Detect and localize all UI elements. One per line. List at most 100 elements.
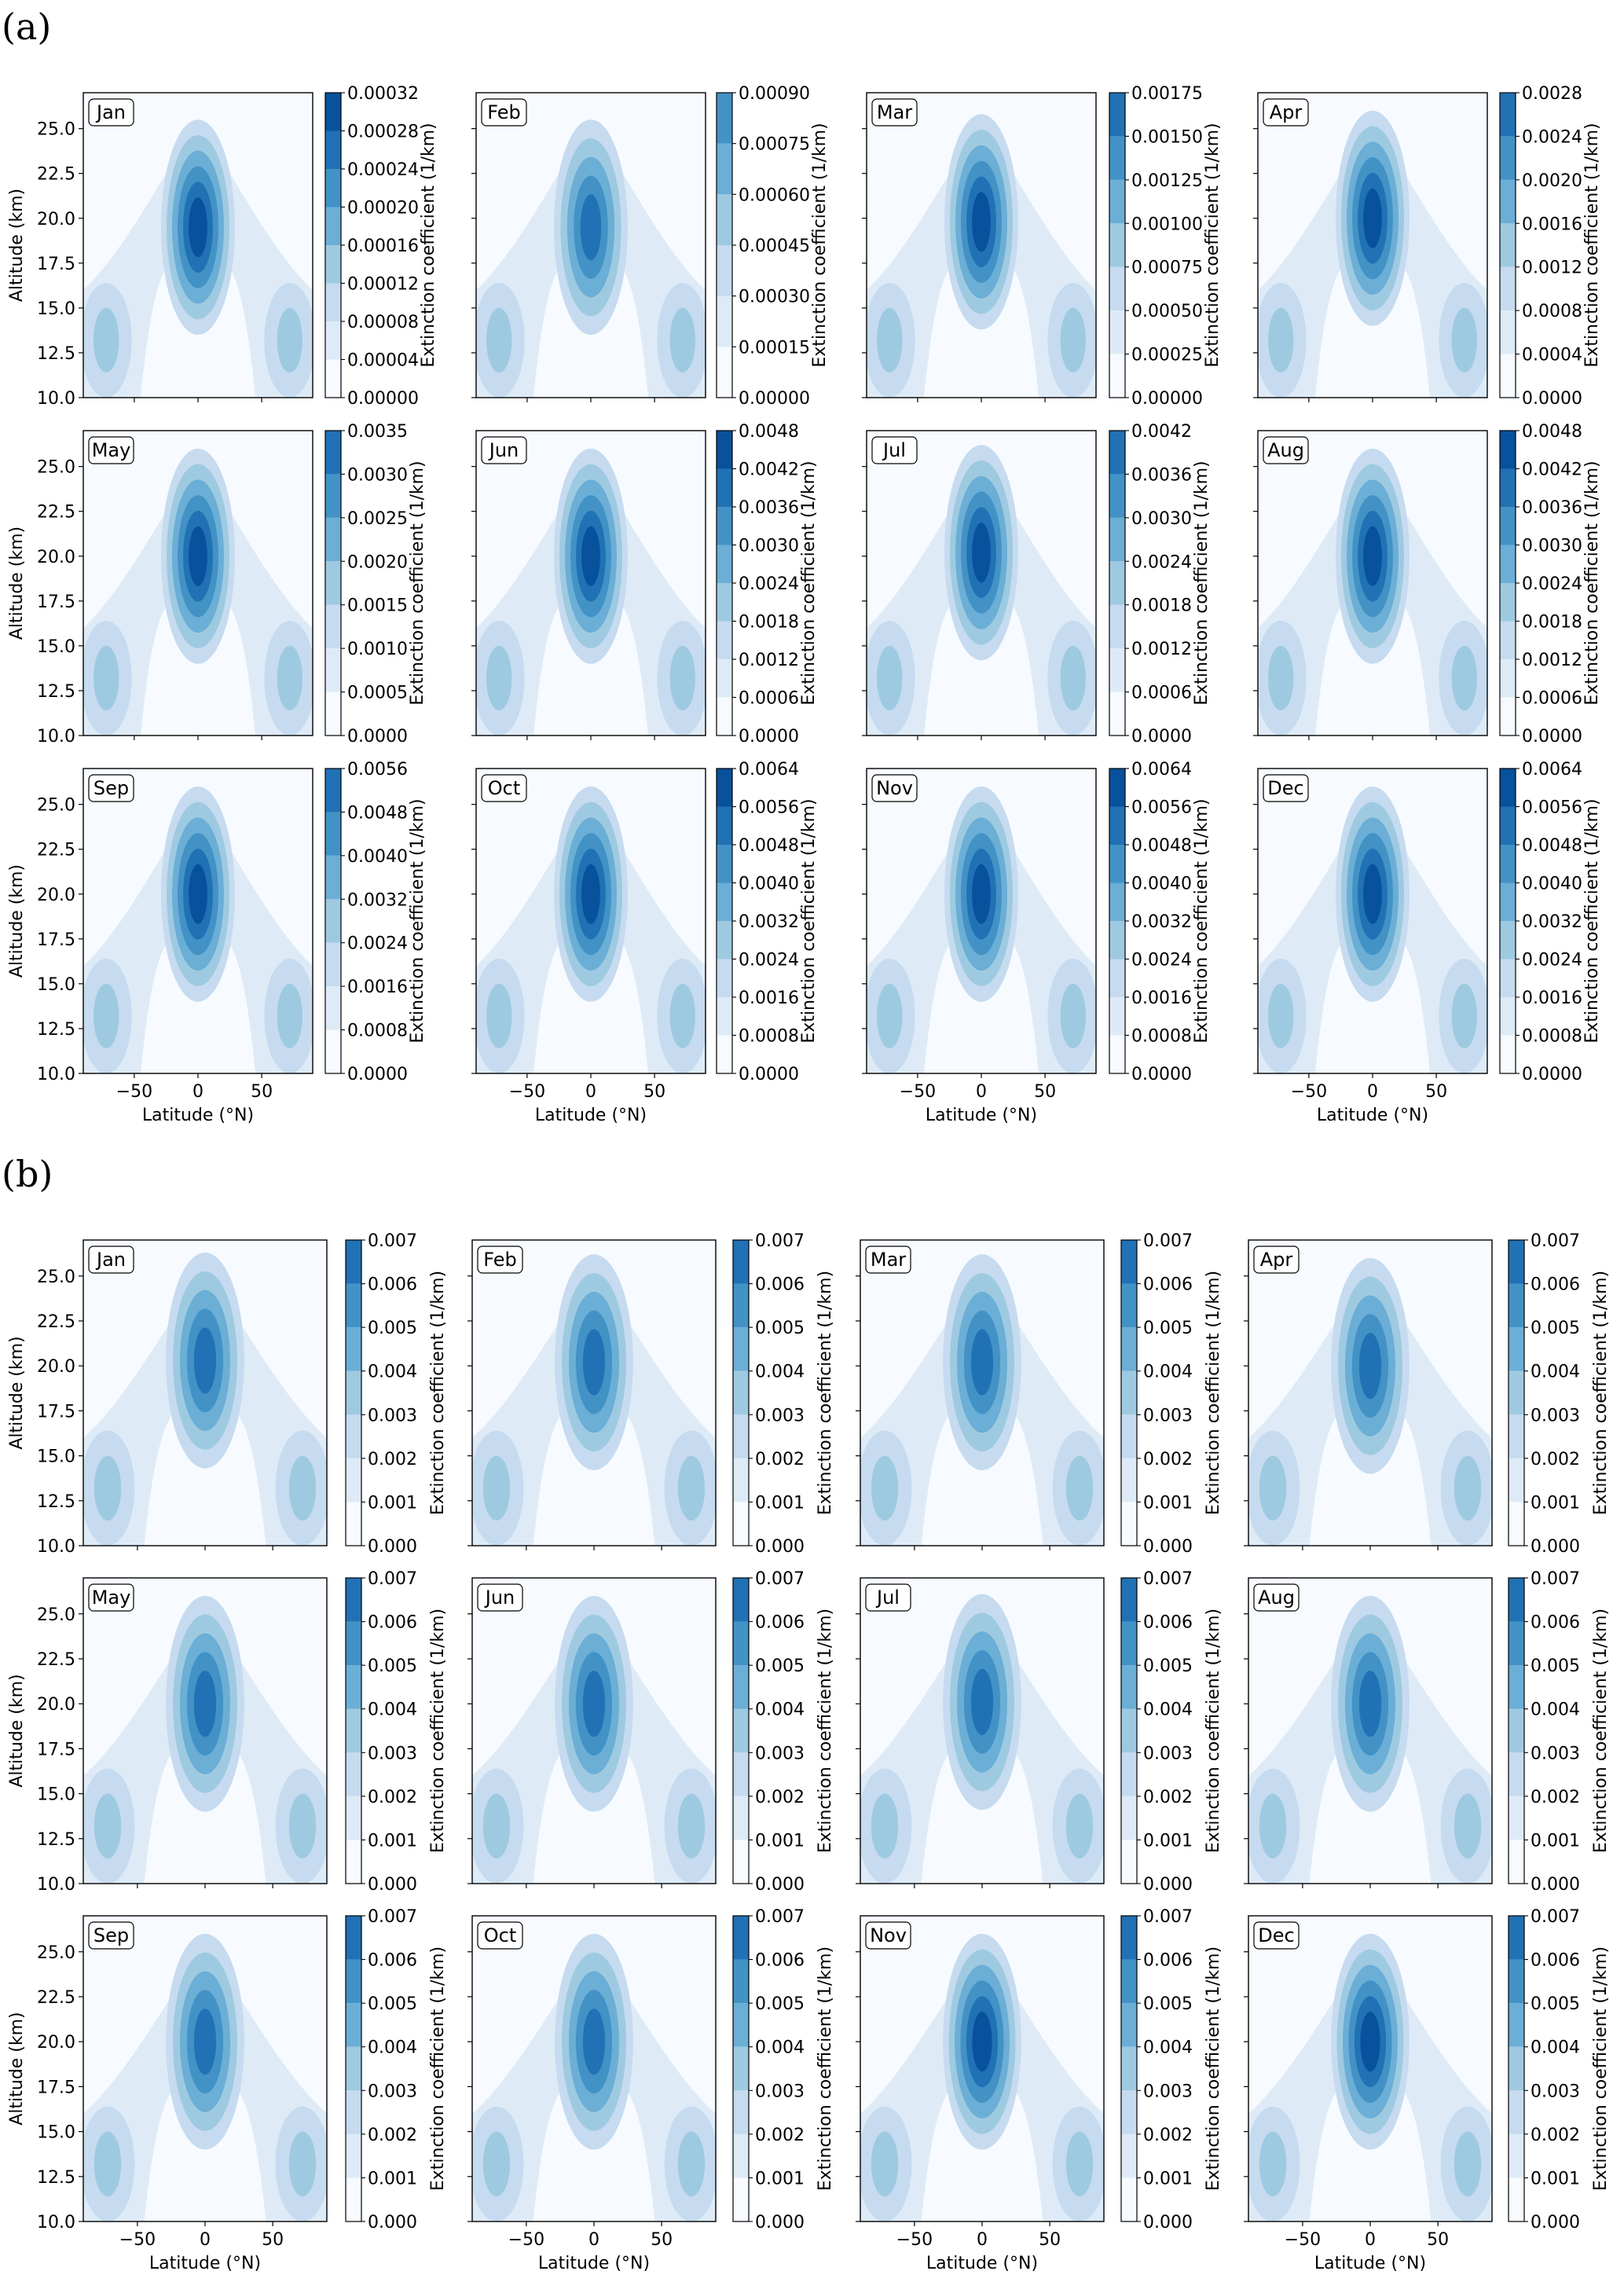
- colorbar-tick-label: 0.0030: [1522, 537, 1582, 556]
- part-label: (b): [2, 1153, 53, 1195]
- contour-band-clean-tropics: [141, 933, 255, 1073]
- colorbar-segment: [325, 207, 341, 245]
- y-tick-label: 15.0: [37, 2123, 75, 2143]
- colorbar-tick-label: 0.00075: [1131, 259, 1203, 278]
- colorbar-tick-label: 0.003: [1143, 1406, 1193, 1425]
- y-axis-label: Altitude (km): [7, 2012, 27, 2125]
- colorbar-tick-label: 0.002: [755, 1788, 805, 1807]
- contour-core-level-7: [189, 526, 207, 586]
- colorbar-frame: [324, 768, 342, 1074]
- colorbar-tick-label: 0.001: [755, 1831, 805, 1851]
- y-tick-label: 10.0: [37, 1065, 75, 1084]
- colorbar-tick-label: 0.004: [368, 2038, 417, 2058]
- contour-lobe-core-south: [1259, 2131, 1287, 2196]
- colorbar-tick-label: 0.0048: [1131, 836, 1192, 856]
- colorbar-segment: [325, 899, 341, 943]
- month-label-box: [477, 1583, 523, 1612]
- colorbar: 0.0000 0.0008 0.0016 0.0024 0.0032 0.0040 0.00…: [324, 760, 427, 1084]
- contour-field: [867, 431, 1096, 736]
- month-label-box: [871, 98, 918, 127]
- colorbar-segment: [325, 517, 341, 562]
- colorbar-tick-label: 0.0064: [1522, 760, 1582, 780]
- colorbar-tick-label: 0.000: [1143, 2213, 1193, 2232]
- colorbar-segment: [346, 1752, 361, 1796]
- contour-core-level-6: [580, 194, 602, 261]
- colorbar-tick-label: 0.001: [1143, 1831, 1193, 1851]
- colorbar-segment: [1109, 223, 1125, 267]
- colorbar-label: Extinction coefficient (1/km): [1204, 1946, 1223, 2191]
- colorbar-segment: [1121, 1840, 1137, 1884]
- colorbar-tick-label: 0.0012: [1131, 640, 1192, 659]
- colorbar-tick-label: 0.0048: [1522, 422, 1582, 442]
- contour-core-level-7: [1360, 2012, 1380, 2072]
- colorbar-segment: [1509, 2003, 1524, 2047]
- colorbar-tick-label: 0.001: [368, 2169, 417, 2188]
- colorbar-tick-label: 0.006: [368, 1951, 417, 1971]
- colorbar-tick-label: 0.00150: [1131, 127, 1203, 147]
- y-tick-label: 17.5: [37, 255, 75, 274]
- colorbar-segment: [325, 561, 341, 605]
- contour-lobe-core-north: [677, 2131, 706, 2196]
- y-tick-label: 12.5: [37, 1830, 75, 1850]
- colorbar-segment: [346, 1283, 361, 1328]
- colorbar: 0.000 0.001 0.002 0.003 0.004 0.005 0.006 0.007…: [1508, 1231, 1611, 1557]
- colorbar-tick-label: 0.000: [755, 2213, 805, 2232]
- colorbar-tick-label: 0.007: [755, 1231, 805, 1251]
- panel-may: May 10.0 12.5 15.0 17.5 20.0 22.5 25.0 Altitude …: [7, 422, 427, 747]
- colorbar-tick-label: 0.0000: [1522, 727, 1582, 747]
- colorbar-tick-label: 0.001: [368, 1493, 417, 1513]
- colorbar-segment: [1121, 1414, 1137, 1458]
- colorbar-tick-label: 0.006: [1143, 1951, 1193, 1971]
- colorbar-label: Extinction coefficient (1/km): [1591, 1271, 1611, 1515]
- y-tick-label: 17.5: [37, 1740, 75, 1759]
- colorbar-segment: [733, 2003, 749, 2047]
- colorbar-segment: [733, 1752, 749, 1796]
- colorbar-tick-label: 0.006: [368, 1275, 417, 1295]
- colorbar-tick-label: 0.0000: [1131, 1065, 1192, 1084]
- colorbar-segment: [346, 2003, 361, 2047]
- colorbar-segment: [717, 806, 732, 845]
- panel-sep: Sep 10.0 12.5 15.0 17.5 20.0 22.5 25.0 Altitude …: [7, 1907, 448, 2273]
- figure-part-b: (b) Jan 10.0 12.5 15.0 17.5 20.0 22.5 25.0 Altitu…: [2, 1153, 1611, 2273]
- colorbar-segment: [1109, 769, 1125, 807]
- colorbar-segment: [346, 1370, 361, 1415]
- colorbar-tick-label: 0.00012: [347, 275, 419, 295]
- colorbar-segment: [1500, 431, 1516, 469]
- contour-core-level-6: [970, 1668, 994, 1735]
- colorbar-frame: [1508, 1239, 1525, 1546]
- colorbar-tick-label: 0.0056: [1131, 798, 1192, 818]
- colorbar-segment: [325, 93, 341, 131]
- colorbar-tick-label: 0.007: [368, 1231, 417, 1251]
- colorbar-tick-label: 0.000: [755, 1875, 805, 1895]
- colorbar-frame: [345, 1915, 362, 2222]
- colorbar-tick-label: 0.0036: [1522, 498, 1582, 518]
- contour-field: [1258, 93, 1487, 398]
- colorbar-tick-label: 0.0008: [1522, 1027, 1582, 1047]
- colorbar-tick-label: 0.00000: [347, 389, 419, 409]
- colorbar-tick-label: 0.00100: [1131, 215, 1203, 234]
- colorbar-tick-label: 0.0024: [739, 574, 799, 594]
- contour-lobe-core-south: [486, 983, 512, 1049]
- colorbar-segment: [1500, 507, 1516, 545]
- contour-lobe-core-north: [1454, 1793, 1482, 1858]
- colorbar-segment: [1500, 697, 1516, 736]
- contour-band-clean-tropics: [533, 1405, 655, 1546]
- colorbar-segment: [1500, 845, 1516, 883]
- colorbar-tick-label: 0.000: [1531, 2213, 1580, 2232]
- colorbar-tick-label: 0.007: [368, 1569, 417, 1589]
- month-label: Feb: [483, 1249, 517, 1271]
- colorbar-tick-label: 0.002: [368, 1450, 417, 1469]
- colorbar-segment: [733, 1916, 749, 1960]
- panel-aug: Aug0.0000.0010.0020.0030.0040.0050.0060.…: [1244, 1569, 1611, 1895]
- colorbar-segment: [733, 2046, 749, 2091]
- colorbar-segment: [346, 1240, 361, 1284]
- contour-field: [472, 1916, 716, 2221]
- colorbar-tick-label: 0.0024: [1522, 951, 1582, 970]
- contour-core-level-6: [970, 1329, 994, 1396]
- colorbar-segment: [733, 1621, 749, 1666]
- colorbar-segment: [1121, 1752, 1137, 1796]
- colorbar-label: Extinction coefficient (1/km): [1582, 798, 1602, 1043]
- contour-field: [1248, 1916, 1492, 2221]
- panel-sep: Sep 10.0 12.5 15.0 17.5 20.0 22.5 25.0 Altitude …: [7, 760, 427, 1125]
- x-tick-label: 0: [976, 1082, 987, 1102]
